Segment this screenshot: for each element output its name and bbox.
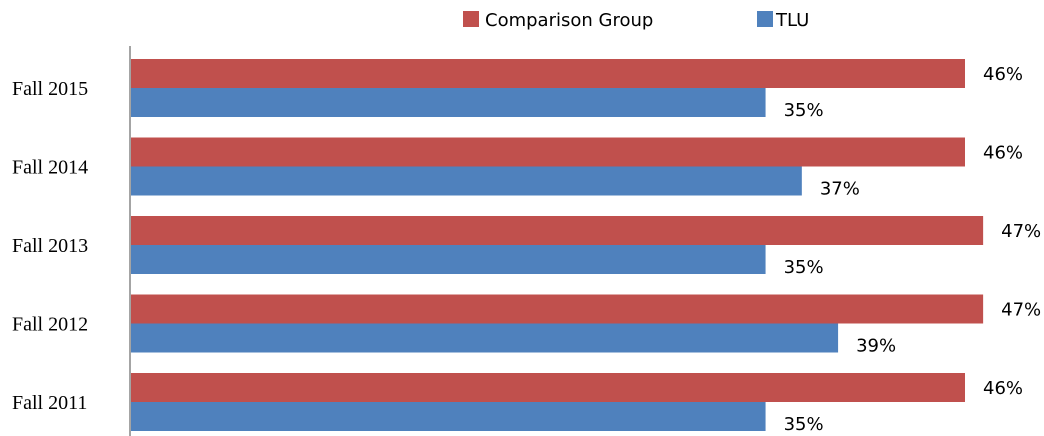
value-labels: 46% 35% 46% 37% 47% 35% 47% 39% 46% 35% [784, 64, 1042, 435]
category-labels: Fall 2015 Fall 2014 Fall 2013 Fall 2012 Fall… [12, 78, 88, 414]
bar-comparison-group-fall-2013 [131, 216, 984, 245]
bars-group [131, 59, 984, 431]
bar-tlu-fall-2015 [131, 88, 766, 117]
bar-tlu-fall-2011 [131, 402, 766, 431]
bar-tlu-fall-2013 [131, 245, 766, 274]
bar-comparison-group-fall-2014 [131, 137, 965, 167]
category-label-fall-2015: Fall 2015 [12, 78, 88, 100]
value-label-comparison-group-fall-2013: 47% [1001, 221, 1041, 242]
value-label-comparison-group-fall-2015: 46% [983, 64, 1023, 85]
legend-label-comparison-group: Comparison Group [485, 10, 653, 31]
category-label-fall-2012: Fall 2012 [12, 314, 88, 336]
bar-tlu-fall-2014 [131, 166, 802, 196]
bar-comparison-group-fall-2012 [131, 294, 984, 324]
value-label-comparison-group-fall-2014: 46% [983, 143, 1023, 164]
legend-swatch-tlu [757, 11, 773, 27]
value-label-tlu-fall-2014: 37% [820, 179, 860, 200]
value-label-tlu-fall-2013: 35% [784, 257, 824, 278]
category-label-fall-2013: Fall 2013 [12, 235, 88, 257]
value-label-tlu-fall-2012: 39% [856, 336, 896, 357]
value-label-comparison-group-fall-2011: 46% [983, 378, 1023, 399]
bar-comparison-group-fall-2011 [131, 373, 965, 402]
legend: Comparison Group TLU [463, 10, 809, 31]
value-label-tlu-fall-2011: 35% [784, 414, 824, 435]
legend-swatch-comparison-group [463, 11, 479, 27]
value-label-tlu-fall-2015: 35% [784, 100, 824, 121]
bar-comparison-group-fall-2015 [131, 59, 965, 88]
legend-label-tlu: TLU [775, 10, 809, 31]
bar-tlu-fall-2012 [131, 323, 839, 353]
value-label-comparison-group-fall-2012: 47% [1001, 300, 1041, 321]
category-label-fall-2011: Fall 2011 [12, 392, 87, 414]
category-label-fall-2014: Fall 2014 [12, 157, 88, 179]
